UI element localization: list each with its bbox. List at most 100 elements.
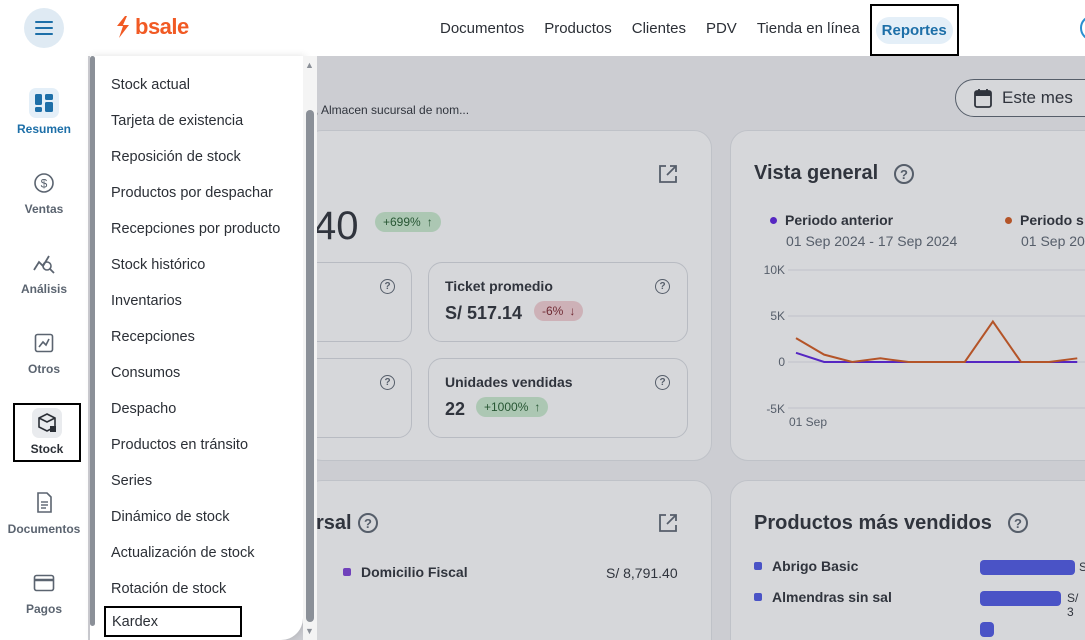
help-icon[interactable]: ? [358, 513, 378, 533]
scroll-up-icon[interactable]: ▲ [305, 60, 314, 70]
product-row-marker [754, 593, 762, 601]
rail-item-pagos[interactable]: Pagos [0, 568, 88, 616]
product-row: Almendras sin sal [754, 589, 892, 605]
y-tick-0: 0 [778, 355, 785, 369]
nav-clientes[interactable]: Clientes [631, 19, 686, 37]
menu-item-consumos[interactable]: Consumos [111, 365, 181, 381]
legend-previous-dot [770, 216, 777, 224]
menu-item-reposicion-de-stock[interactable]: Reposición de stock [111, 149, 241, 165]
arrow-up-icon: ↑ [534, 400, 541, 414]
menu-item-inventarios[interactable]: Inventarios [111, 293, 182, 309]
help-icon[interactable]: ? [380, 375, 395, 390]
rail-label-pagos: Pagos [25, 602, 62, 616]
calendar-icon [974, 89, 992, 108]
nav-reportes-label: Reportes [875, 16, 953, 44]
nav-tienda-en-linea[interactable]: Tienda en línea [756, 19, 860, 37]
product-row-marker [754, 562, 762, 570]
date-range-label: Este mes [1002, 88, 1073, 107]
menu-item-recepciones-por-producto[interactable]: Recepciones por producto [111, 221, 281, 237]
rail-label-ventas: Ventas [24, 202, 64, 216]
help-icon[interactable]: ? [1008, 513, 1028, 533]
legend-current-dot [1005, 216, 1012, 224]
rail-item-documentos[interactable]: Documentos [0, 488, 88, 536]
dollar-icon: $ [29, 168, 59, 198]
brand-name: bsale [135, 14, 189, 39]
legend-previous-label: Periodo anterior [785, 212, 894, 228]
menu-item-despacho[interactable]: Despacho [111, 401, 177, 417]
units-badge: +1000% ↑ [476, 397, 549, 417]
nav-documentos[interactable]: Documentos [440, 19, 525, 37]
rail-label-documentos: Documentos [7, 522, 81, 536]
rail-item-resumen[interactable]: Resumen [0, 88, 88, 136]
total-sales-badge-text: +699% [383, 215, 421, 229]
branch-row-name: Domicilio Fiscal [361, 564, 468, 580]
menu-item-stock-historico[interactable]: Stock histórico [111, 257, 206, 273]
menu-scrollbar-thumb[interactable] [306, 110, 314, 622]
menu-item-recepciones[interactable]: Recepciones [111, 329, 195, 345]
y-tick-5k: 5K [770, 309, 785, 323]
rail-label-stock: Stock [30, 442, 64, 456]
x-tick-01-sep: 01 Sep [789, 415, 828, 429]
series-line-periodo-s [795, 319, 1078, 364]
legend-previous-range: 01 Sep 2024 - 17 Sep 2024 [786, 233, 958, 249]
y-tick-minus-5k: -5K [766, 402, 785, 416]
menu-item-kardex[interactable]: Kardex [104, 606, 242, 637]
ticket-badge: -6% ↓ [534, 301, 584, 321]
chart-icon [29, 328, 59, 358]
menu-item-dinamico-de-stock[interactable]: Dinámico de stock [111, 509, 230, 525]
side-rail: Resumen $ Ventas Análisis Otros Stock Do… [0, 56, 88, 640]
user-avatar[interactable] [1080, 15, 1085, 41]
overview-title: Vista general [754, 162, 879, 184]
open-external-icon[interactable] [658, 513, 678, 533]
rail-label-resumen: Resumen [16, 122, 72, 136]
bolt-icon [117, 16, 129, 38]
filter-summary: , Almacen sucursal de nom... [315, 103, 470, 117]
menu-item-actualizacion-de-stock[interactable]: Actualización de stock [111, 545, 255, 561]
stock-dropdown-menu [90, 56, 303, 640]
scroll-down-icon[interactable]: ▼ [305, 626, 314, 636]
open-external-icon[interactable] [658, 164, 678, 184]
ticket-value: S/ 517.14 [445, 303, 523, 323]
product-row-value: S/ 3 [1067, 591, 1079, 619]
menu-item-tarjeta-de-existencia[interactable]: Tarjeta de existencia [111, 113, 244, 129]
help-icon[interactable]: ? [380, 279, 395, 294]
overview-card [730, 130, 1085, 461]
total-sales-value: 40 [314, 204, 359, 248]
nav-reportes[interactable]: Reportes [869, 4, 959, 56]
menu-edge-bar [90, 56, 95, 626]
date-range-button[interactable]: Este mes [955, 79, 1085, 117]
menu-item-stock-actual[interactable]: Stock actual [111, 77, 190, 93]
units-card [428, 358, 688, 438]
menu-icon[interactable] [24, 8, 64, 48]
menu-item-productos-en-transito[interactable]: Productos en tránsito [111, 437, 249, 453]
rail-label-otros: Otros [27, 362, 60, 376]
y-tick-10k: 10K [763, 263, 785, 277]
legend-current-range: 01 Sep 20 [1021, 233, 1085, 249]
dashboard-main: , Almacen sucursal de nom... Este mes 40… [88, 56, 1085, 640]
menu-item-productos-por-despachar[interactable]: Productos por despachar [111, 185, 274, 201]
product-row: Abrigo Basic [754, 558, 858, 574]
ticket-title: Ticket promedio [445, 278, 553, 294]
product-row-name: Abrigo Basic [772, 558, 859, 574]
legend-previous: Periodo anterior [770, 212, 893, 228]
nav-productos[interactable]: Productos [544, 19, 612, 37]
rail-item-otros[interactable]: Otros [0, 328, 88, 376]
card-icon [29, 568, 59, 598]
legend-current: Periodo s [1005, 212, 1084, 228]
help-icon[interactable]: ? [894, 164, 914, 184]
help-icon[interactable]: ? [655, 279, 670, 294]
rail-item-analisis[interactable]: Análisis [0, 248, 88, 296]
ticket-badge-text: -6% [542, 304, 564, 318]
menu-item-series[interactable]: Series [111, 473, 153, 489]
box-icon [32, 408, 62, 438]
brand-logo[interactable]: bsale [115, 14, 189, 40]
help-icon[interactable]: ? [655, 375, 670, 390]
rail-item-stock[interactable]: Stock [13, 403, 81, 462]
arrow-up-icon: ↑ [426, 215, 433, 229]
units-title: Unidades vendidas [445, 374, 573, 390]
arrow-down-icon: ↓ [569, 304, 576, 318]
rail-item-ventas[interactable]: $ Ventas [0, 168, 88, 216]
nav-pdv[interactable]: PDV [705, 19, 737, 37]
menu-item-rotacion-de-stock[interactable]: Rotación de stock [111, 581, 227, 597]
branch-card-title: rsal [316, 512, 352, 534]
